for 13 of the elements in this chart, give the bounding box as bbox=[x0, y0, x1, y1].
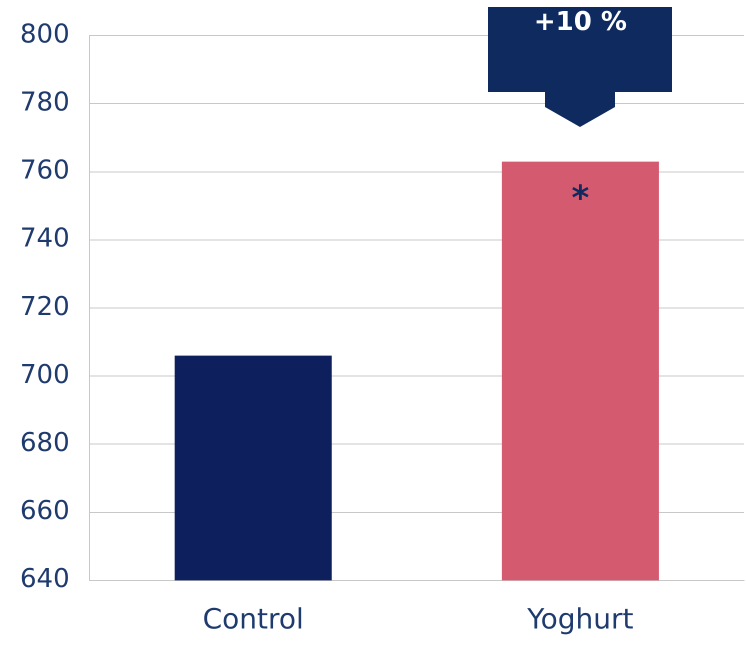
annotation: +10 % bbox=[532, 7, 628, 39]
annotation: * bbox=[572, 178, 590, 218]
y-tick-label: 660 bbox=[20, 496, 70, 526]
y-tick-label: 680 bbox=[20, 428, 70, 458]
y-tick-label: 640 bbox=[20, 564, 70, 594]
x-tick-label: Control bbox=[202, 602, 304, 636]
x-tick-label: Yoghurt bbox=[526, 602, 634, 636]
y-tick-label: 700 bbox=[20, 360, 70, 390]
y-tick-label: 740 bbox=[20, 224, 70, 254]
y-tick-label: 780 bbox=[20, 87, 70, 118]
y-tick-label: 760 bbox=[20, 156, 70, 186]
y-tick-label: 720 bbox=[20, 292, 70, 322]
y-tick-label: 800 bbox=[20, 19, 70, 50]
